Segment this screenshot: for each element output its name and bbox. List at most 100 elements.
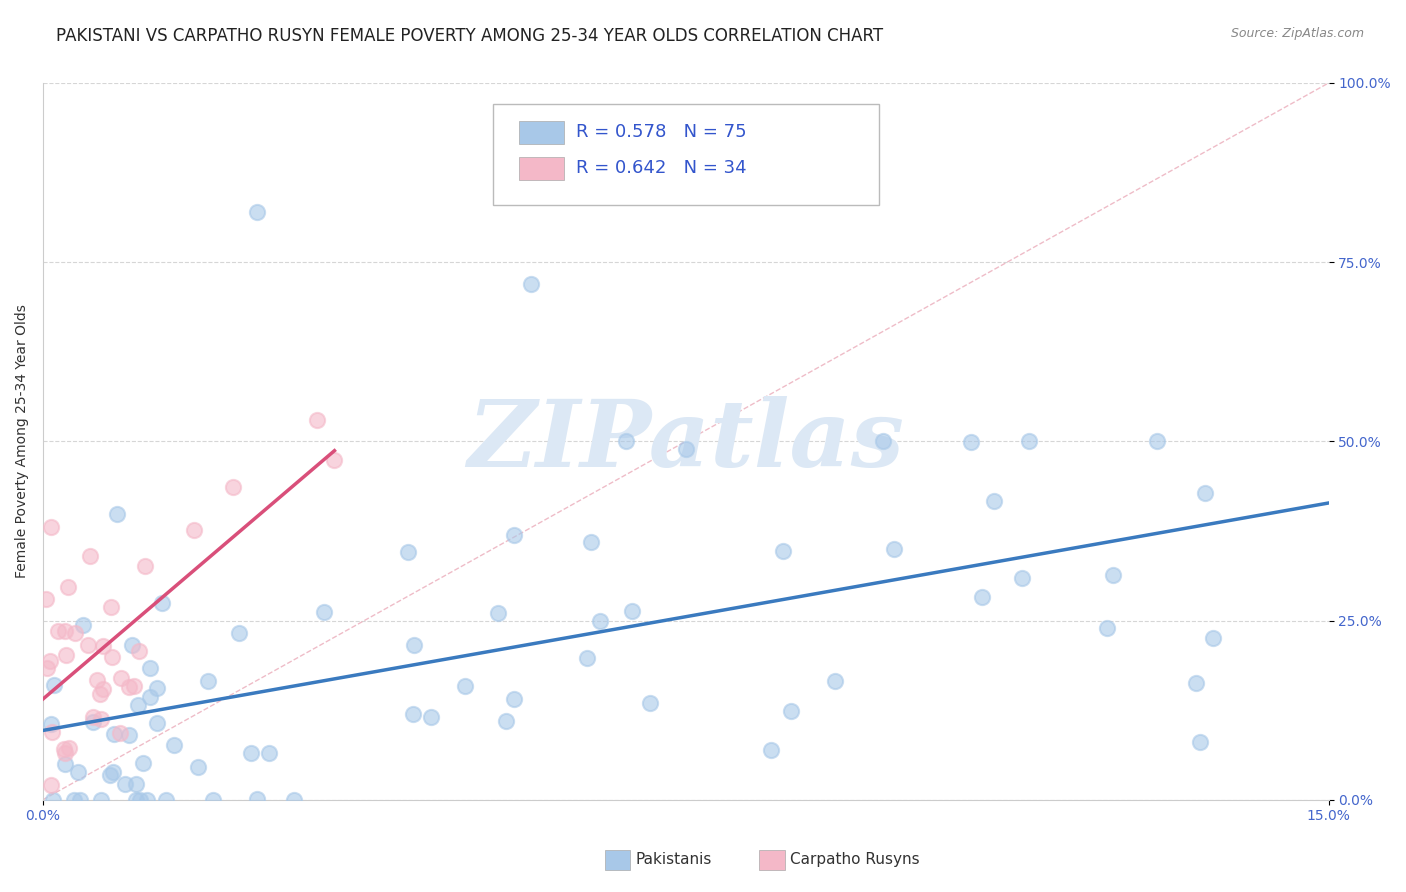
Point xyxy=(240,746,263,760)
Point xyxy=(82,714,104,729)
Point xyxy=(1095,621,1118,635)
Bar xyxy=(519,121,564,144)
Point xyxy=(139,690,162,704)
Point xyxy=(41,717,63,731)
Bar xyxy=(519,157,564,179)
Point xyxy=(246,205,269,219)
Point xyxy=(89,687,111,701)
Point xyxy=(312,605,335,619)
Point xyxy=(246,792,269,806)
Point xyxy=(136,793,159,807)
Point xyxy=(257,746,280,760)
Point xyxy=(122,679,145,693)
Point xyxy=(1194,485,1216,500)
Y-axis label: Female Poverty Among 25-34 Year Olds: Female Poverty Among 25-34 Year Olds xyxy=(15,304,30,578)
Point xyxy=(53,757,76,772)
Point xyxy=(197,673,219,688)
Point xyxy=(872,434,894,449)
Point xyxy=(486,606,509,620)
Point xyxy=(42,793,65,807)
Point xyxy=(58,740,80,755)
Point xyxy=(98,768,121,782)
Point xyxy=(41,724,63,739)
Point xyxy=(972,591,994,605)
Point xyxy=(187,760,209,774)
Point xyxy=(307,413,329,427)
Point xyxy=(163,738,186,752)
Point xyxy=(402,639,425,653)
Text: R = 0.642   N = 34: R = 0.642 N = 34 xyxy=(576,160,747,178)
Point xyxy=(520,277,543,291)
Point xyxy=(121,638,143,652)
Point xyxy=(824,674,846,689)
Point xyxy=(581,534,603,549)
Point xyxy=(1185,676,1208,690)
Point xyxy=(183,523,205,537)
Point xyxy=(41,520,63,534)
Point xyxy=(100,650,122,665)
Point xyxy=(155,793,177,807)
Point xyxy=(1018,434,1040,449)
Point xyxy=(44,678,66,692)
Point xyxy=(323,452,346,467)
Point xyxy=(100,599,122,614)
Text: Carpatho Rusyns: Carpatho Rusyns xyxy=(790,853,920,867)
Point xyxy=(150,596,173,610)
Point xyxy=(103,727,125,741)
FancyBboxPatch shape xyxy=(494,104,879,205)
Point xyxy=(402,706,425,721)
Point xyxy=(883,541,905,556)
Point xyxy=(396,545,419,559)
Point xyxy=(983,493,1005,508)
Point xyxy=(779,704,801,718)
Point xyxy=(222,480,245,494)
Text: Pakistanis: Pakistanis xyxy=(636,853,711,867)
Point xyxy=(503,692,526,706)
Point xyxy=(38,654,60,668)
Point xyxy=(101,764,124,779)
Point xyxy=(127,698,149,712)
Point xyxy=(67,765,90,780)
Point xyxy=(82,710,104,724)
Point xyxy=(125,776,148,790)
Point xyxy=(283,793,305,807)
Point xyxy=(55,648,77,662)
Point xyxy=(420,710,443,724)
Point xyxy=(72,618,94,632)
Point xyxy=(228,626,250,640)
Point xyxy=(53,747,76,761)
Point xyxy=(105,507,128,521)
Point xyxy=(118,727,141,741)
Point xyxy=(146,715,169,730)
Point xyxy=(772,543,794,558)
Point xyxy=(48,624,70,638)
Point xyxy=(114,777,136,791)
Point xyxy=(1011,571,1033,585)
Point xyxy=(90,712,112,726)
Point xyxy=(125,793,148,807)
Point xyxy=(41,779,63,793)
Point xyxy=(1189,735,1212,749)
Point xyxy=(1202,631,1225,645)
Point xyxy=(91,682,114,697)
Point xyxy=(620,604,643,618)
Point xyxy=(76,638,98,652)
Point xyxy=(79,549,101,563)
Point xyxy=(62,793,84,807)
Point xyxy=(63,626,86,640)
Point xyxy=(576,651,599,665)
Point xyxy=(614,434,637,449)
Point xyxy=(93,639,115,653)
Point xyxy=(146,681,169,695)
Point xyxy=(139,661,162,675)
Point xyxy=(589,614,612,628)
Text: PAKISTANI VS CARPATHO RUSYN FEMALE POVERTY AMONG 25-34 YEAR OLDS CORRELATION CHA: PAKISTANI VS CARPATHO RUSYN FEMALE POVER… xyxy=(56,27,883,45)
Point xyxy=(132,756,155,770)
Point xyxy=(34,592,56,607)
Point xyxy=(90,793,112,807)
Point xyxy=(134,559,156,574)
Point xyxy=(454,679,477,693)
Point xyxy=(69,793,91,807)
Text: Source: ZipAtlas.com: Source: ZipAtlas.com xyxy=(1230,27,1364,40)
Point xyxy=(55,624,77,638)
